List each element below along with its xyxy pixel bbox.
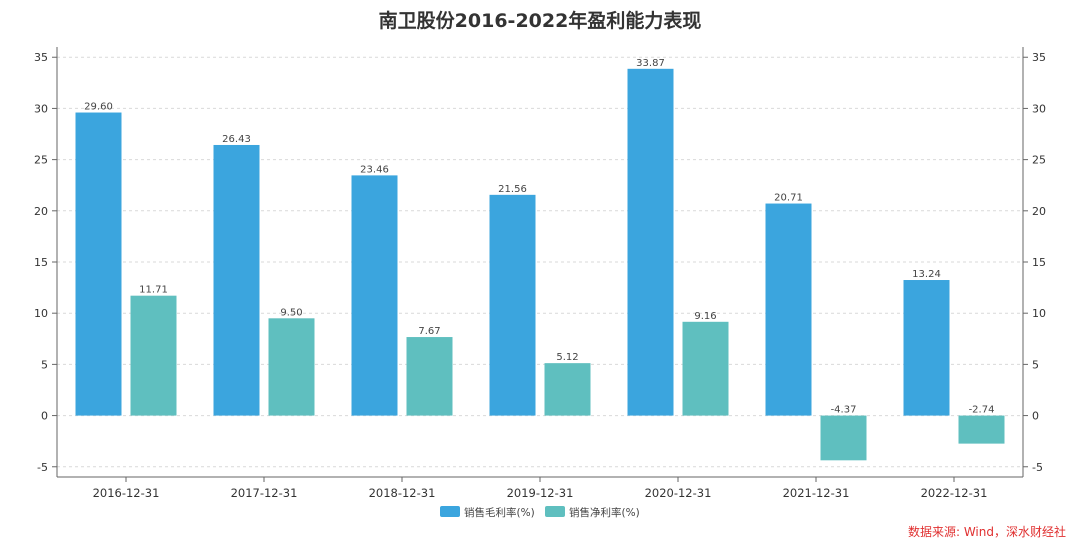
data-label: 9.50: [280, 307, 302, 318]
x-tick-label: 2019-12-31: [507, 486, 574, 500]
data-label: 20.71: [774, 193, 803, 204]
y2-tick-label: 10: [1032, 307, 1046, 320]
y-tick-label: 15: [34, 256, 48, 269]
grid-lines: [57, 56, 1023, 468]
bar-net-margin: [406, 337, 453, 416]
y-tick-label: 0: [41, 410, 48, 423]
y-tick-label: 35: [34, 51, 48, 64]
y-tick-label: -5: [37, 461, 48, 474]
bar-net-margin: [268, 318, 315, 416]
y2-tick-label: 0: [1032, 410, 1039, 423]
bar-gross-margin: [75, 112, 122, 416]
data-label: 23.46: [360, 164, 389, 175]
bar-net-margin: [958, 415, 1005, 444]
y-tick-label: 10: [34, 307, 48, 320]
data-label: 7.67: [418, 326, 440, 337]
x-tick-label: 2021-12-31: [783, 486, 850, 500]
data-label: 26.43: [222, 134, 251, 145]
data-label: 21.56: [498, 184, 527, 195]
bar-net-margin: [820, 415, 867, 461]
x-tick-label: 2022-12-31: [921, 486, 988, 500]
bar-gross-margin: [903, 280, 950, 416]
bar-net-margin: [682, 321, 729, 416]
y-tick-label: 5: [41, 358, 48, 371]
y2-tick-label: 15: [1032, 256, 1046, 269]
y2-tick-label: 30: [1032, 102, 1046, 115]
legend-label: 销售毛利率(%): [464, 506, 535, 519]
x-tick-label: 2017-12-31: [231, 486, 298, 500]
x-tick-label: 2018-12-31: [369, 486, 436, 500]
bar-gross-margin: [765, 203, 812, 416]
data-label: 33.87: [636, 58, 665, 69]
data-label: -2.74: [969, 405, 995, 416]
y-tick-label: 20: [34, 205, 48, 218]
data-label: 29.60: [84, 102, 113, 113]
legend-swatch: [545, 506, 565, 517]
data-label: -4.37: [831, 405, 857, 416]
data-label: 11.71: [139, 285, 168, 296]
bar-net-margin: [544, 363, 591, 416]
x-tick-label: 2016-12-31: [93, 486, 160, 500]
bar-gross-margin: [489, 194, 536, 416]
y2-tick-label: 20: [1032, 205, 1046, 218]
data-labels: 29.60 11.71 26.43 9.50 23.46 7.67 21.56 5.12 33.…: [84, 58, 994, 416]
bar-gross-margin: [213, 144, 260, 416]
legend-swatch: [440, 506, 460, 517]
bars: [75, 68, 1005, 461]
data-label: 9.16: [694, 311, 716, 322]
axes: -5 -5 0 0 5 5 10 10 15 15 20 20 25 25 30 30 35 35 2016-12-…: [34, 47, 1046, 500]
legend-label: 销售净利率(%): [569, 506, 640, 519]
bar-net-margin: [130, 295, 177, 416]
bar-gross-margin: [627, 68, 674, 416]
y-tick-label: 25: [34, 154, 48, 167]
data-label: 5.12: [556, 352, 578, 363]
y2-tick-label: -5: [1032, 461, 1043, 474]
y2-tick-label: 25: [1032, 154, 1046, 167]
source-note: 数据来源: Wind，深水财经社: [908, 524, 1066, 539]
legend: 销售毛利率(%) 销售净利率(%): [440, 506, 640, 519]
x-tick-label: 2020-12-31: [645, 486, 712, 500]
data-label: 13.24: [912, 269, 941, 280]
y2-tick-label: 5: [1032, 358, 1039, 371]
bar-gross-margin: [351, 175, 398, 416]
chart-title: 南卫股份2016-2022年盈利能力表现: [379, 9, 702, 32]
y2-tick-label: 35: [1032, 51, 1046, 64]
y-tick-label: 30: [34, 102, 48, 115]
